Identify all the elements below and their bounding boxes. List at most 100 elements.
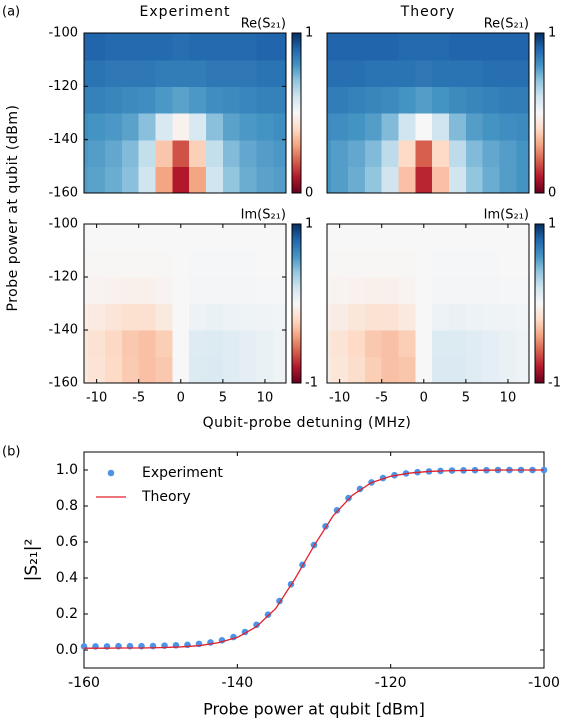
heatmap-cell: [172, 33, 190, 61]
heatmap-cell: [239, 277, 258, 305]
heatmap-cell: [155, 113, 173, 141]
panel-title: Theory: [400, 4, 456, 20]
heatmap-cell: [499, 166, 517, 193]
heatmap-cell: [84, 330, 89, 358]
heatmap-cell: [206, 250, 224, 278]
heatmap-cell: [222, 113, 241, 141]
heatmap-cell: [327, 166, 332, 193]
heatmap-cell: [155, 139, 173, 167]
heatmap-cell: [256, 250, 274, 278]
heatmap-cell: [105, 33, 123, 61]
heatmap-cell: [206, 59, 224, 87]
heatmap-cell: [206, 224, 224, 252]
heatmap-cell: [516, 277, 529, 305]
heatmap-cell: [449, 356, 467, 383]
heatmap-cell: [105, 330, 123, 358]
heatmap-cell: [327, 356, 332, 383]
heatmap-cell: [415, 86, 433, 114]
heatmap-cell: [222, 86, 241, 114]
heatmap-cell: [172, 330, 190, 358]
y-tick-label: 0.2: [56, 606, 78, 622]
x-tick-label: 0: [420, 391, 428, 406]
data-point: [253, 621, 260, 629]
heatmap-cell: [88, 303, 106, 331]
heatmap-cell: [449, 59, 467, 87]
heatmap-cell: [482, 113, 501, 141]
heatmap-cell: [499, 224, 517, 252]
heatmap-cell: [499, 59, 517, 87]
heatmap-cell: [432, 33, 450, 61]
heatmap-cell: [155, 33, 173, 61]
heatmap-cell: [348, 303, 366, 331]
heatmap-cell: [432, 139, 450, 167]
heatmap-cell: [105, 303, 123, 331]
heatmap-cell: [449, 166, 467, 193]
heatmap-cell: [155, 86, 173, 114]
colorbar-tick-label: -1: [548, 376, 561, 391]
heatmap-cell: [499, 303, 517, 331]
heatmap-cell: [482, 330, 501, 358]
heatmap-cell: [348, 139, 366, 167]
heatmap-cell: [88, 224, 106, 252]
colorbar-tick-label: 0: [548, 186, 556, 201]
heatmap-cell: [331, 139, 349, 167]
heatmap-cell: [331, 86, 349, 114]
heatmap-cell: [327, 250, 332, 278]
heatmap-cell: [465, 224, 484, 252]
heatmap-cell: [482, 277, 501, 305]
heatmap-cell: [105, 113, 123, 141]
heatmap-cell: [121, 277, 140, 305]
heatmap-cell: [348, 356, 366, 383]
heatmap-cell: [88, 33, 106, 61]
heatmap-cell: [499, 113, 517, 141]
heatmap-cell: [432, 250, 450, 278]
panel-title: Experiment: [140, 4, 231, 20]
heatmap-cell: [398, 139, 416, 167]
heatmap-cell: [327, 113, 332, 141]
heatmap-cell: [432, 330, 450, 358]
theory-line: [84, 469, 544, 649]
heatmap-cell: [256, 33, 274, 61]
x-tick-label: 5: [462, 391, 470, 406]
heatmap-cell: [105, 86, 123, 114]
heatmap-cell: [88, 250, 106, 278]
heatmap-cell: [482, 303, 501, 331]
heatmap-cell: [516, 330, 529, 358]
heatmap-cell: [516, 250, 529, 278]
heatmap-cell: [499, 330, 517, 358]
heatmap-cell: [88, 277, 106, 305]
heatmap-cell: [121, 166, 140, 193]
heatmap-cell: [482, 86, 501, 114]
heatmap-cell: [327, 277, 332, 305]
heatmap-cell: [206, 303, 224, 331]
heatmap-cell: [88, 139, 106, 167]
heatmap-cell: [516, 356, 529, 383]
heatmap-cell: [121, 86, 140, 114]
x-tick-label: -140: [221, 675, 253, 691]
heatmap-cell: [465, 113, 484, 141]
axes-frame: [83, 223, 287, 384]
heatmap-cell: [381, 330, 400, 358]
heatmap-cell: [189, 86, 207, 114]
heatmap-cell: [239, 356, 258, 383]
heatmap-cell: [415, 356, 433, 383]
heatmap-cell: [105, 59, 123, 87]
heatmap-cell: [256, 59, 274, 87]
heatmap-cell: [84, 277, 89, 305]
heatmap-cell: [172, 224, 190, 252]
heatmap-cell: [273, 139, 286, 167]
heatmap-cell: [381, 33, 400, 61]
heatmap-cell: [348, 250, 366, 278]
heatmap-cell: [465, 303, 484, 331]
heatmap-cell: [222, 303, 241, 331]
colorbar: [534, 223, 545, 384]
heatmap-cell: [273, 250, 286, 278]
heatmap-cell: [398, 224, 416, 252]
legend-swatch: [107, 469, 115, 477]
heatmap-cell: [327, 303, 332, 331]
heatmap-cell: [432, 59, 450, 87]
heatmap-cell: [155, 166, 173, 193]
heatmap-cell: [398, 277, 416, 305]
heatmap-cell: [206, 166, 224, 193]
